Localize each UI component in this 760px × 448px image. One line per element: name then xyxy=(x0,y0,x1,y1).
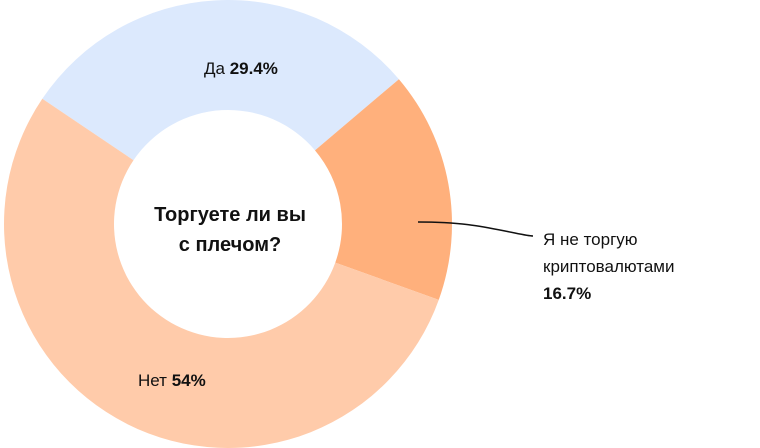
label-no-crypto-value: 16.7% xyxy=(543,284,592,303)
center-title-line1: Торгуете ли вы xyxy=(154,204,306,226)
slice-no-crypto xyxy=(314,79,453,300)
label-no-crypto-line1: Я не торгую xyxy=(543,230,638,249)
label-no-crypto: Я не торгую криптовалютами 16.7% xyxy=(543,226,674,307)
donut-center-title: Торгуете ли вы с плечом? xyxy=(110,200,350,260)
label-yes: Да 29.4% xyxy=(204,55,278,82)
label-yes-name: Да xyxy=(204,59,225,78)
center-title-line2: с плечом? xyxy=(178,234,282,256)
slice-no xyxy=(4,98,439,448)
label-no-crypto-line2: криптовалютами xyxy=(543,257,675,276)
leader-line xyxy=(417,221,534,237)
label-no: Нет 54% xyxy=(138,367,206,394)
label-no-value: 54% xyxy=(171,371,206,390)
label-no-name: Нет xyxy=(138,371,167,390)
slice-yes xyxy=(42,0,399,161)
label-yes-value: 29.4% xyxy=(229,59,278,78)
